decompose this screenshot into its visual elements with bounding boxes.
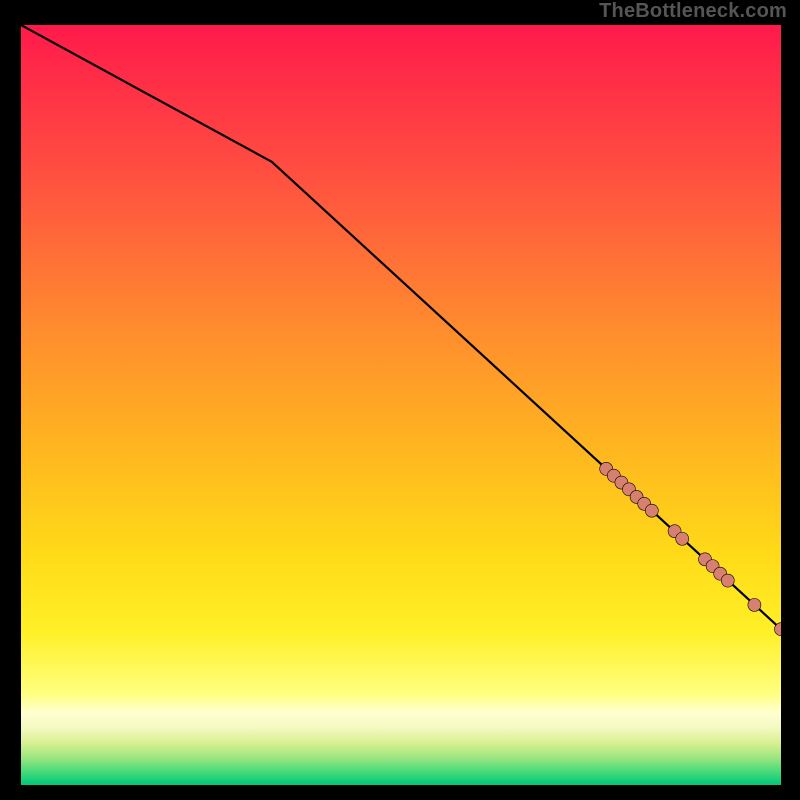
- data-point: [748, 598, 761, 611]
- data-point: [676, 532, 689, 545]
- bottleneck-chart: [21, 25, 781, 785]
- watermark-label: TheBottleneck.com: [599, 0, 787, 23]
- data-point: [721, 574, 734, 587]
- chart-background: [21, 25, 781, 785]
- chart-container: TheBottleneck.com: [0, 0, 800, 800]
- data-point: [645, 504, 658, 517]
